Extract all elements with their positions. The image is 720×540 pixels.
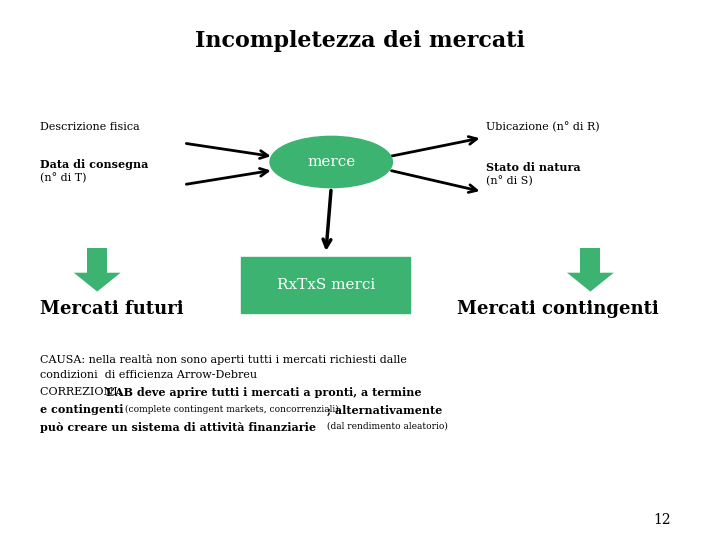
- Text: Incompletezza dei mercati: Incompletezza dei mercati: [195, 30, 525, 52]
- Text: CORREZIONI:: CORREZIONI:: [40, 387, 125, 397]
- Text: CAUSA: nella realtà non sono aperti tutti i mercati richiesti dalle: CAUSA: nella realtà non sono aperti tutt…: [40, 354, 407, 364]
- Bar: [241, 256, 410, 313]
- Text: condizioni  di efficienza Arrow-Debreu: condizioni di efficienza Arrow-Debreu: [40, 370, 257, 380]
- Text: 12: 12: [654, 512, 671, 526]
- Bar: [87, 248, 107, 273]
- Text: (dal rendimento aleatorio): (dal rendimento aleatorio): [324, 422, 448, 431]
- Text: può creare un sistema di attività finanziarie: può creare un sistema di attività finanz…: [40, 422, 315, 433]
- Text: (n° di T): (n° di T): [40, 173, 86, 184]
- Text: ; alternativamente: ; alternativamente: [328, 404, 443, 416]
- Text: Mercati contingenti: Mercati contingenti: [457, 300, 659, 318]
- Text: Stato di natura: Stato di natura: [486, 162, 580, 173]
- Text: RxTxS merci: RxTxS merci: [276, 278, 375, 292]
- Polygon shape: [74, 273, 121, 292]
- Text: merce: merce: [307, 155, 356, 169]
- Text: Descrizione fisica: Descrizione fisica: [40, 122, 140, 132]
- Bar: [580, 248, 600, 273]
- Ellipse shape: [270, 137, 392, 187]
- Text: Mercati futuri: Mercati futuri: [40, 300, 183, 318]
- Polygon shape: [567, 273, 613, 292]
- Text: (n° di S): (n° di S): [486, 176, 533, 186]
- Text: (complete contingent markets, concorrenziali): (complete contingent markets, concorrenz…: [122, 404, 338, 414]
- Text: Data di consegna: Data di consegna: [40, 159, 148, 170]
- Text: e contingenti: e contingenti: [40, 404, 123, 415]
- Text: Ubicazione (n° di R): Ubicazione (n° di R): [486, 122, 600, 132]
- Text: L’AB deve aprire tutti i mercati a pronti, a termine: L’AB deve aprire tutti i mercati a pront…: [106, 387, 421, 398]
